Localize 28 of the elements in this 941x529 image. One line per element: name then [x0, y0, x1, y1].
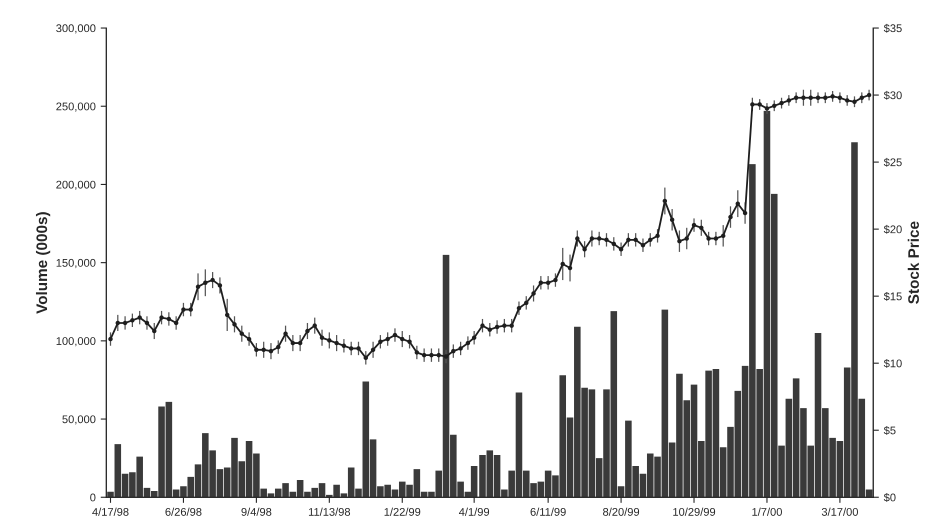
- y2-tick-label: $5: [884, 426, 896, 436]
- y-tick-label: 0: [90, 494, 96, 502]
- y-axis-title: Volume (000s): [36, 212, 50, 314]
- y2-tick-label: $20: [884, 224, 902, 234]
- y2-tick-label: $15: [884, 292, 902, 301]
- x-tick-label: 9/4/98: [241, 508, 272, 516]
- x-tick-label: 6/11/99: [530, 508, 566, 516]
- y2-axis-title: Stock Price: [908, 222, 919, 304]
- y2-tick-label: $30: [884, 90, 902, 100]
- x-tick-label: 1/22/99: [384, 508, 420, 516]
- y-tick-label: 250,000: [56, 102, 96, 112]
- y2-tick-label: $10: [884, 358, 902, 368]
- y-tick-label: 200,000: [56, 180, 96, 190]
- x-tick-label: 3/17/00: [822, 508, 858, 516]
- x-tick-label: 8/20/99: [603, 508, 640, 516]
- y-tick-label: 50,000: [62, 415, 96, 425]
- y-tick-label: 150,000: [56, 258, 96, 268]
- x-tick-label: 1/7/00: [752, 508, 782, 516]
- y2-tick-label: $0: [884, 493, 896, 502]
- x-tick-label: 6/26/98: [165, 508, 202, 516]
- x-tick-label: 11/13/98: [308, 508, 350, 516]
- y2-tick-label: $25: [884, 158, 902, 167]
- x-tick-label: 4/1/99: [458, 508, 490, 516]
- y-tick-label: 300,000: [56, 24, 96, 34]
- x-tick-label: 4/17/98: [92, 508, 129, 516]
- y-tick-label: 100,000: [56, 337, 96, 346]
- x-tick-label: 10/29/99: [673, 508, 716, 516]
- y2-tick-label: $35: [884, 24, 902, 33]
